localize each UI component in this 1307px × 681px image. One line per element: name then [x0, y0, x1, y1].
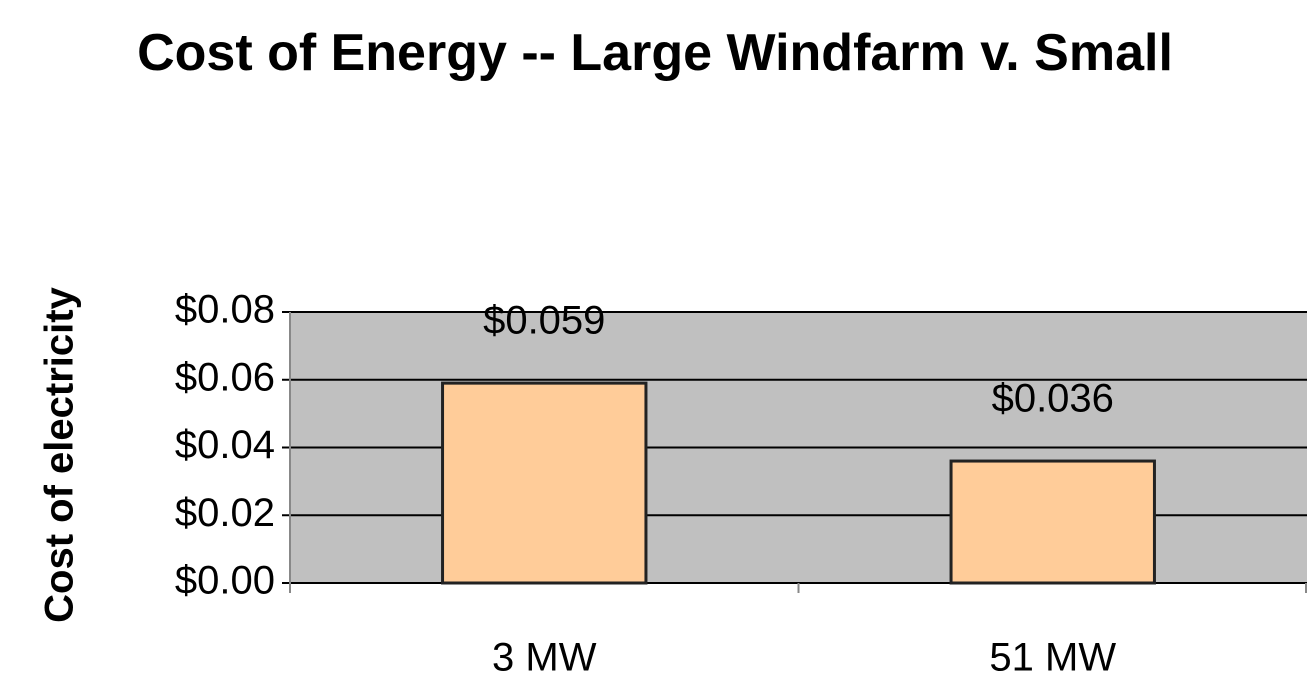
y-tick-label: $0.08 — [175, 288, 275, 332]
x-tick-label: 3 MW — [492, 636, 597, 680]
bar — [949, 459, 1156, 585]
value-label: $0.036 — [992, 377, 1114, 421]
y-tick-label: $0.04 — [175, 423, 275, 467]
chart-title: Cost of Energy -- Large Windfarm v. Smal… — [137, 24, 1173, 82]
value-label: $0.059 — [483, 299, 605, 343]
bar — [441, 381, 648, 585]
y-tick-label: $0.06 — [175, 355, 275, 399]
x-tick-label: 51 MW — [989, 636, 1116, 680]
y-tick-label: $0.00 — [175, 559, 275, 603]
y-tick-label: $0.02 — [175, 491, 275, 535]
y-axis-label: Cost of electricity — [38, 286, 82, 622]
